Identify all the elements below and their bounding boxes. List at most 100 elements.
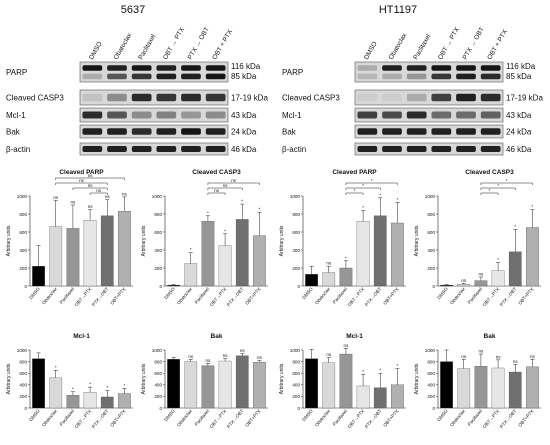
significance-label: * [362, 205, 364, 210]
x-tick-label: OBT+PTX [109, 408, 126, 427]
bar [339, 267, 353, 287]
bar [201, 221, 215, 287]
significance-label: * [55, 365, 57, 370]
x-tick-label: DMSO [301, 286, 314, 300]
blot-band [480, 111, 501, 119]
comparison-bracket [345, 192, 364, 195]
significance-label: ns [479, 272, 485, 277]
blot-band [82, 111, 103, 119]
y-tick-label: 400 [154, 383, 162, 388]
blot-band [82, 93, 103, 102]
y-tick-label: 200 [19, 394, 27, 399]
y-tick-label: 800 [19, 359, 27, 364]
bar [373, 387, 387, 409]
x-tick-label: OBT+PTX [517, 286, 534, 305]
lane-label: OBT + PTX [486, 28, 509, 61]
blot-band [456, 146, 476, 152]
bracket-label: ns [88, 173, 94, 178]
blot-band [107, 128, 127, 135]
significance-label: ns [223, 353, 229, 358]
significance-label: * [379, 368, 381, 373]
bracket-label: ns [223, 183, 229, 188]
bar [235, 355, 249, 409]
bar-chart-7: Mcl-1 0 200 400 600 800 1000 Arbitrary units DMS… [279, 333, 406, 429]
y-axis-label: Arbitrary units [6, 363, 12, 394]
bar [66, 395, 80, 409]
chart-title: Mcl-1 [73, 333, 90, 340]
blot-band [431, 93, 452, 102]
blot-band [357, 65, 378, 71]
y-tick-label: 800 [292, 212, 300, 217]
blot-band [156, 111, 177, 119]
blot-band [181, 93, 201, 102]
blot-band [431, 111, 452, 119]
bar [457, 368, 471, 409]
bracket-label: ns [96, 188, 102, 193]
y-tick-label: 200 [427, 266, 435, 271]
size-marker: 24 kDa [506, 128, 532, 137]
bar [474, 366, 488, 409]
bar [167, 359, 180, 409]
x-tick-label: Paclitaxel [467, 286, 483, 304]
blot-panel-HT1197: HT1197 DMSO Obatoclax Paclitaxel OBT → PTX PT… [282, 4, 543, 156]
x-tick-label: Paclitaxel [332, 408, 348, 426]
y-tick-label: 800 [427, 212, 435, 217]
y-axis-label: Arbitrary units [414, 363, 420, 394]
significance-label: * [241, 199, 243, 204]
x-tick-label: PTX→OBT [91, 408, 110, 429]
blot-row-label: Cleaved CASP3 [6, 94, 64, 103]
bar [118, 211, 131, 287]
y-tick-label: 400 [154, 248, 162, 253]
blot-band [205, 146, 226, 152]
comparison-bracket [480, 187, 516, 190]
bar-chart-1: Cleaved PARP 0 200 400 600 800 1000 Arbitrary u… [6, 169, 133, 307]
blot-band [357, 146, 378, 152]
y-tick-label: 600 [154, 230, 162, 235]
bracket-label: * [489, 188, 491, 193]
blot-band [431, 73, 452, 80]
y-tick-label: 400 [19, 383, 27, 388]
size-marker: 46 kDa [506, 145, 532, 154]
bar [356, 385, 370, 409]
blot-band [431, 128, 452, 135]
gel-strip [354, 61, 504, 83]
blot-band [382, 73, 402, 80]
y-tick-label: 800 [154, 359, 162, 364]
significance-label: ns [71, 200, 77, 205]
y-tick-label: 1000 [425, 194, 436, 199]
significance-label: ns [461, 354, 467, 359]
y-tick-label: 200 [19, 266, 27, 271]
y-tick-label: 0 [297, 406, 300, 411]
bar [373, 215, 387, 287]
significance-label: * [89, 382, 91, 387]
y-tick-label: 400 [292, 383, 300, 388]
significance-label: * [345, 255, 347, 260]
lane-label: PTX → OBT [462, 26, 486, 61]
blot-band [480, 65, 501, 71]
bracket-label: * [354, 188, 356, 193]
bar [100, 215, 114, 287]
x-tick-label: Paclitaxel [332, 286, 348, 304]
y-axis-label: Arbitrary units [279, 363, 285, 394]
x-tick-label: DMSO [163, 408, 176, 422]
blot-band [205, 65, 226, 71]
y-tick-label: 1000 [17, 194, 28, 199]
blot-band [131, 73, 152, 80]
y-tick-label: 0 [24, 406, 27, 411]
significance-label: * [514, 224, 516, 229]
size-marker: 17-19 kDa [231, 94, 268, 103]
blot-band [156, 146, 177, 152]
y-tick-label: 200 [154, 266, 162, 271]
bracket-label: * [362, 183, 364, 188]
blot-band [382, 111, 402, 119]
y-tick-label: 0 [159, 284, 162, 289]
blot-band [205, 111, 226, 119]
significance-label: * [259, 207, 261, 212]
blot-band [357, 128, 378, 135]
significance-label: ns [105, 194, 111, 199]
blot-band [131, 128, 152, 135]
significance-label: ns [188, 354, 194, 359]
blot-band [131, 93, 152, 102]
x-tick-label: OBT+PTX [382, 286, 399, 305]
significance-label: * [72, 386, 74, 391]
